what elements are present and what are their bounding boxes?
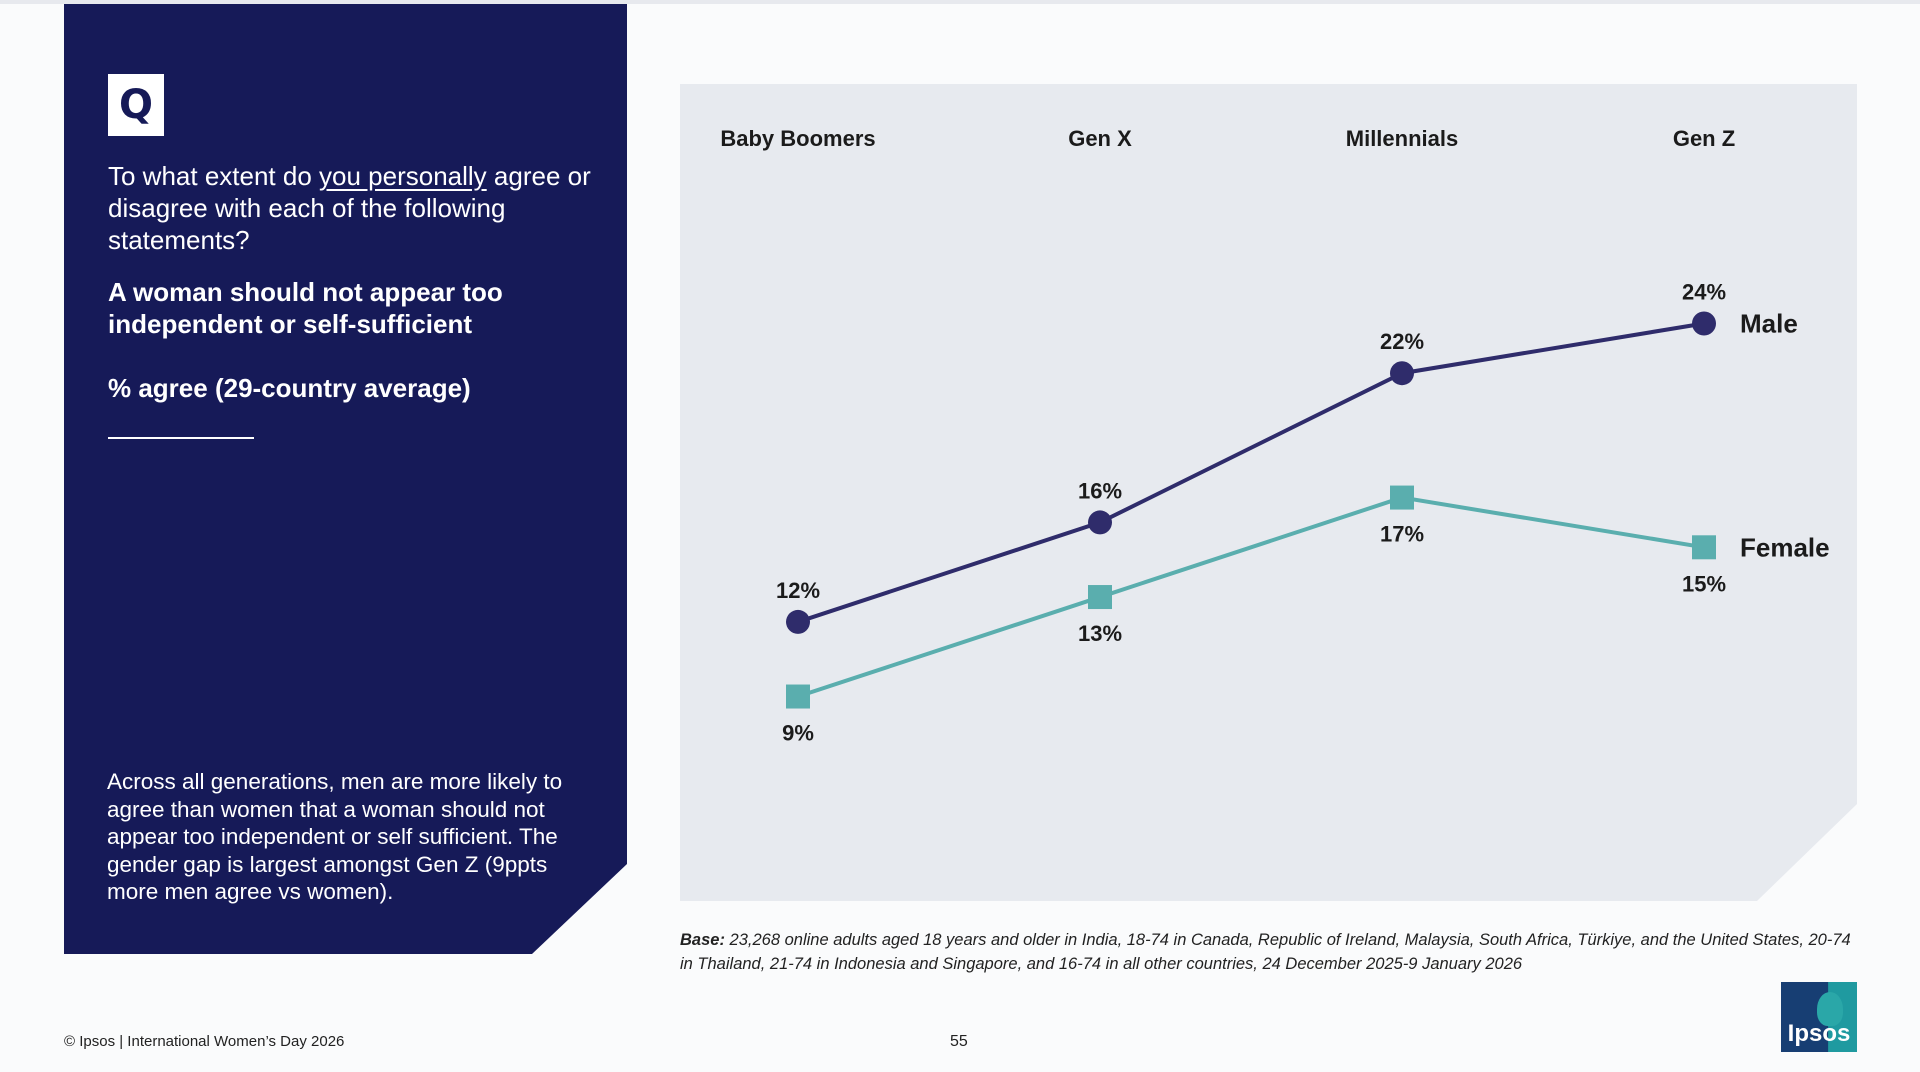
data-point-female xyxy=(1088,585,1112,610)
statement-text: A woman should not appear too independen… xyxy=(108,277,503,339)
category-label: Baby Boomers xyxy=(720,126,875,151)
data-point-female xyxy=(786,684,810,709)
series-line-male xyxy=(797,321,1705,624)
data-point-male xyxy=(1390,361,1414,386)
question-badge: Q xyxy=(108,74,164,136)
data-point-female xyxy=(1390,485,1414,510)
summary-text: Across all generations, men are more lik… xyxy=(107,769,563,904)
series-line-female xyxy=(797,495,1705,699)
question-text: To what extent do you personally agree o… xyxy=(108,160,598,256)
data-label: 22% xyxy=(1380,329,1424,354)
series-label-male: Male xyxy=(1740,308,1798,338)
data-point-male xyxy=(1088,510,1112,535)
data-label: 9% xyxy=(782,721,814,746)
chart-area xyxy=(680,84,1857,901)
divider xyxy=(108,437,254,439)
series-label-female: Female xyxy=(1740,532,1830,562)
logo-head-icon xyxy=(1817,992,1843,1026)
question-panel: Q To what extent do you personally agree… xyxy=(64,4,627,954)
category-label: Gen Z xyxy=(1673,126,1735,151)
question-part2: agree or disagree with each of the follo… xyxy=(108,161,591,255)
top-border xyxy=(0,0,1920,4)
base-note: Base: 23,268 online adults aged 18 years… xyxy=(680,928,1860,976)
data-label: 12% xyxy=(776,578,820,603)
copyright: © Ipsos | International Women’s Day 2026 xyxy=(64,1033,345,1050)
data-point-male xyxy=(1692,311,1716,336)
data-label: 17% xyxy=(1380,522,1424,547)
data-point-female xyxy=(1692,535,1716,560)
data-label: 24% xyxy=(1682,279,1726,304)
data-label: 15% xyxy=(1682,571,1726,596)
question-emphasis: you personally xyxy=(319,161,487,191)
question-part1: To what extent do xyxy=(108,161,320,191)
base-label: Base: xyxy=(680,931,725,949)
category-label: Gen X xyxy=(1068,126,1132,151)
data-point-male xyxy=(786,609,810,634)
measure-text: % agree (29-country average) xyxy=(108,373,471,403)
ipsos-logo: Ipsos xyxy=(1781,982,1857,1052)
data-label: 13% xyxy=(1078,621,1122,646)
page-number: 55 xyxy=(950,1033,968,1050)
data-label: 16% xyxy=(1078,478,1122,503)
base-text: 23,268 online adults aged 18 years and o… xyxy=(680,931,1851,973)
logo-text: Ipsos xyxy=(1787,1020,1851,1047)
category-label: Millennials xyxy=(1346,126,1458,151)
